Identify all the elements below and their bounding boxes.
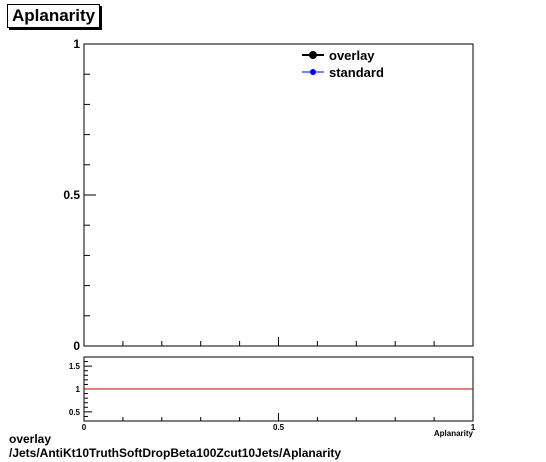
x-axis-label: Aplanarity (434, 429, 474, 438)
ratio-y-tick-label: 1.5 (69, 362, 81, 371)
ratio-y-tick-label: 1 (76, 385, 81, 394)
footer-label: overlay (9, 432, 52, 446)
legend-marker (309, 51, 317, 59)
y-tick-label: 1 (73, 37, 80, 51)
chart-title: Aplanarity (7, 4, 101, 28)
x-tick-label: 0 (82, 423, 87, 432)
legend-label: standard (329, 65, 384, 80)
y-tick-label: 0 (73, 339, 80, 353)
legend-label: overlay (329, 48, 375, 63)
main-plot: 0 0.5 1 overlay standard (63, 37, 474, 353)
y-tick-label: 0.5 (63, 188, 80, 202)
footer-path: /Jets/AntiKt10TruthSoftDropBeta100Zcut10… (9, 446, 342, 460)
x-tick-label: 1 (471, 423, 476, 432)
x-tick-label: 0.5 (273, 423, 285, 432)
main-frame (83, 43, 474, 347)
ratio-y-tick-label: 0.5 (69, 408, 81, 417)
legend-marker (310, 69, 316, 75)
